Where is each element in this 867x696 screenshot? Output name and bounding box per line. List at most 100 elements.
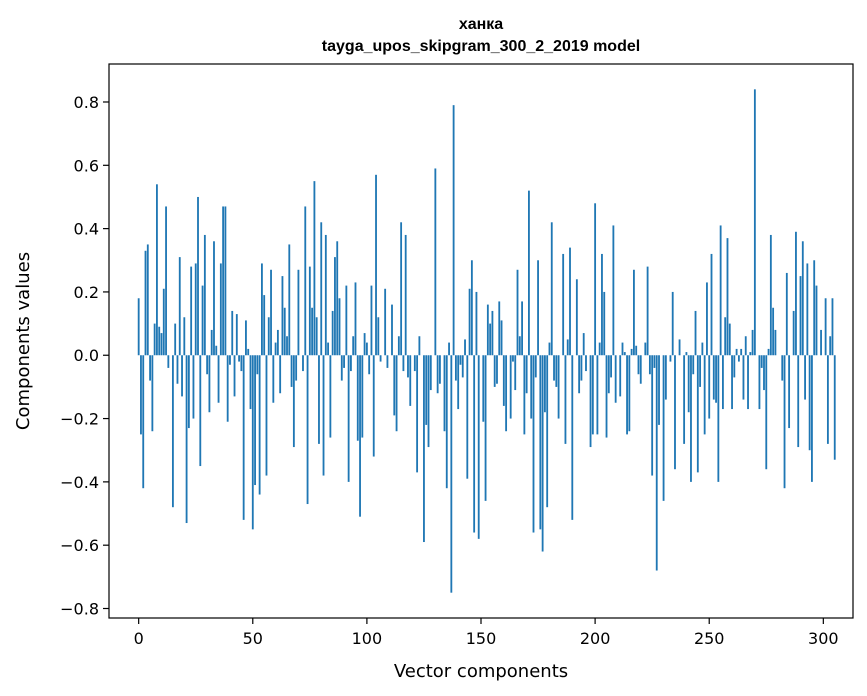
bar [486,304,489,356]
bar [717,355,720,482]
bar [470,260,473,356]
plot-frame [108,63,854,619]
bar [534,355,537,378]
bar [653,355,656,368]
bar [226,355,229,422]
x-axis-ticks: 0 50 100 150 200 250 300 [134,618,839,648]
bar [484,355,487,501]
bar-series [137,89,836,593]
bar [792,310,795,356]
bar [452,105,455,356]
bar [585,355,587,372]
bar [758,355,761,410]
bar [210,329,213,356]
bar [379,355,382,362]
bar [664,355,667,400]
bar [760,355,763,368]
bar [630,348,633,356]
bar [340,355,343,381]
bar [448,342,450,356]
bar [564,355,567,444]
bar [279,355,282,394]
bar [596,355,599,435]
bar [324,234,327,356]
bar [254,355,256,486]
bar [813,260,816,356]
bar [350,355,352,372]
bar [735,348,738,356]
bar [165,206,167,356]
bar [566,339,569,356]
bar [626,355,628,435]
bar [368,355,371,375]
bar [801,241,804,356]
bar [297,269,300,356]
bar [523,355,526,435]
bar [783,355,786,489]
bar [699,355,702,387]
bar [464,339,466,356]
bar [808,355,811,451]
bar [468,288,471,356]
bar [687,355,690,413]
bar [215,345,218,356]
bar [601,253,603,356]
bar [696,355,699,473]
y-tick-label: −0.8 [60,600,99,619]
bar [308,266,311,356]
bar [425,355,428,425]
bar [512,355,514,362]
bar [804,355,806,400]
bar [603,291,606,356]
bar [338,298,341,356]
y-tick-label: −0.4 [60,473,99,492]
bar [288,244,291,356]
bar [185,355,188,524]
bar [557,355,560,419]
bar [475,291,478,356]
bar [395,355,398,432]
bar [518,336,521,356]
bar [276,329,279,356]
bar [345,285,348,356]
bar [749,352,752,356]
bar [582,333,585,356]
bar [639,355,642,384]
bar [404,234,407,356]
bar [578,355,581,394]
bar [671,291,674,356]
bar [644,342,647,356]
bar [217,355,220,403]
bar [208,355,211,413]
bar [473,355,476,533]
x-tick-label: 250 [694,629,725,648]
bar [715,355,717,403]
bar [153,323,156,356]
bar [598,342,601,356]
bar [710,253,713,356]
bar [546,355,549,508]
bar [731,355,733,410]
bar [238,355,240,362]
bar [261,263,263,356]
bar [655,355,658,571]
bar [543,355,546,413]
bar [811,355,813,482]
bar [719,225,722,356]
bar [286,336,288,356]
bar [703,355,706,435]
bar [772,307,775,356]
bar [575,279,578,356]
bar [174,323,177,356]
bar [242,355,245,520]
bar [571,355,574,520]
bar [621,342,624,356]
bar [222,206,225,356]
bar [213,241,215,356]
bar [799,276,802,356]
bar [320,222,323,356]
bar [701,342,704,356]
bar [265,355,268,476]
bar [744,336,747,356]
bar [491,310,494,356]
